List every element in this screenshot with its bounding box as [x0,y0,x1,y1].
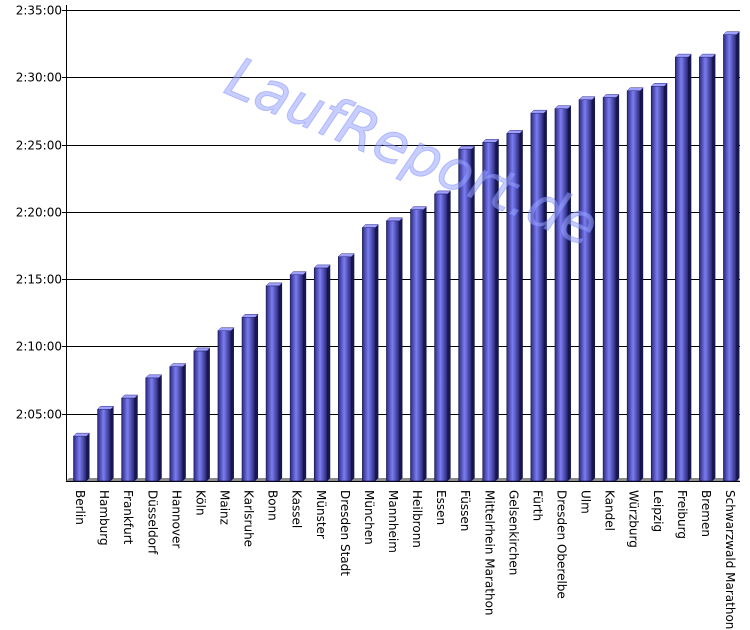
x-tick-label: Hamburg [97,490,111,546]
x-tick-label: Ulm [579,490,593,514]
x-tick-label: Düsseldorf [145,490,159,555]
x-tick-label: Füssen [458,490,472,531]
x-tick-label: Mittelrhein Marathon [482,490,496,616]
bar [313,264,331,482]
bar [554,105,572,482]
bar [337,253,355,482]
y-tick-label: 2:15:00 [16,273,62,287]
x-tick-label: Münster [314,490,328,539]
bar [241,314,259,482]
x-tick-label: Berlin [73,490,87,525]
bar [121,394,139,482]
bar [385,217,404,482]
bar [217,327,235,482]
bar [650,83,668,482]
y-tick-label: 2:30:00 [16,71,62,85]
y-tick-label: 2:35:00 [16,4,62,18]
bar [361,224,379,482]
bar [530,109,548,482]
x-tick-label: Köln [193,490,207,516]
x-tick-label: Mainz [217,490,231,525]
y-tick-label: 2:20:00 [16,206,62,220]
y-tick-label: 2:10:00 [16,340,62,354]
bar [482,139,500,482]
x-tick-label: Dresden Stadt [338,490,352,576]
bar [169,363,187,482]
bar [145,374,163,482]
bar [434,190,452,482]
bar [72,432,91,482]
x-tick-label: Kassel [290,490,304,528]
x-tick-label: Mannheim [386,490,400,553]
x-tick-label: Dresden Oberelbe [554,490,568,599]
bar [506,130,524,482]
x-tick-label: Karlsruhe [242,490,256,547]
x-tick-label: Fürth [530,490,544,521]
bar [626,87,644,482]
x-tick-label: Gelsenkirchen [506,490,520,575]
x-tick-label: Leipzig [651,490,665,532]
x-tick-label: Frankfurt [121,490,135,545]
bar [193,347,211,482]
x-tick-label: Bonn [266,490,280,521]
x-tick-label: Bremen [699,490,713,537]
bars [72,31,741,482]
x-tick-label: Hannover [169,490,183,548]
bar [458,145,476,482]
bar [289,271,307,482]
bar [265,282,283,482]
bar [674,53,692,482]
bar [698,53,716,482]
x-tick-label: München [362,490,376,545]
bar [578,96,596,482]
y-tick-label: 2:05:00 [16,408,62,422]
category-labels: Berlin Hamburg Frankfurt Düsseldorf Hannover… [73,490,737,629]
x-tick-label: Heilbronn [410,490,424,548]
floor-plane [66,478,740,481]
x-tick-label: Essen [434,490,448,525]
grid-lines [66,10,740,415]
bar [409,206,428,482]
x-tick-label: Kandel [603,490,617,531]
y-tick-labels: 2:05:00 2:10:00 2:15:00 2:20:00 2:25:00 2:30:… [16,4,62,422]
bar [602,94,620,482]
axes [62,5,740,482]
x-tick-label: Schwarzwald Marathon [723,490,737,629]
bar [97,405,115,482]
y-tick-label: 2:25:00 [16,139,62,153]
x-tick-label: Würzburg [627,490,641,548]
x-tick-label: Freiburg [675,490,689,539]
bar [722,31,741,482]
